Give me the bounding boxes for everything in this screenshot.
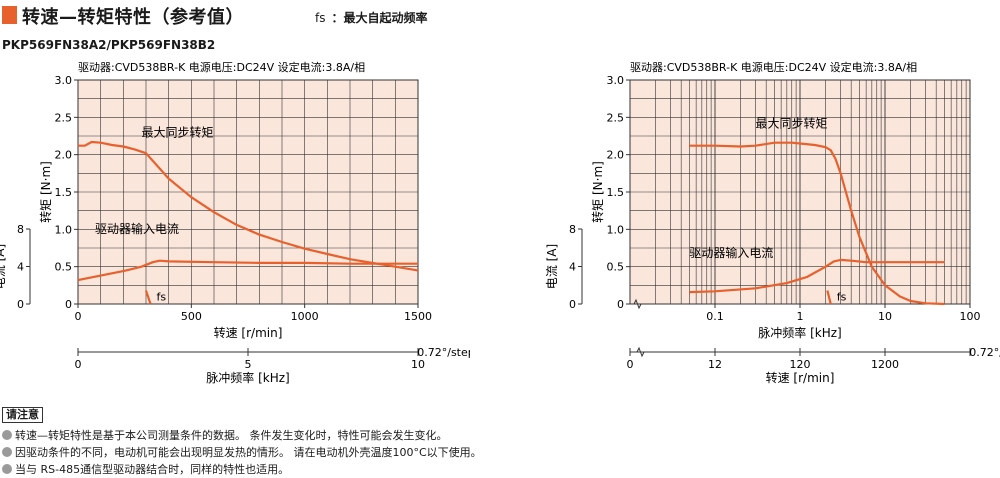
x-tick-label: 0.1 (706, 310, 724, 323)
note-item: 转速—转矩特性是基于本公司测量条件的数据。 条件发生变化时，特性可能会发生变化。 (2, 427, 448, 443)
bullet-icon (2, 464, 12, 474)
model-number: PKP569FN38A2/PKP569FN38B2 (2, 38, 216, 52)
axis-break-mark (633, 298, 642, 310)
secondary-axis-label: 转速 [r/min] (766, 370, 835, 385)
title-marker (2, 6, 17, 24)
fs-label: fs (157, 290, 167, 303)
y-tick-label: 1.0 (607, 223, 625, 236)
page-title: 转速—转矩特性（参考值） (22, 7, 244, 28)
secondary-tick-label: 0 (75, 358, 82, 371)
secondary-axis-label: 脉冲频率 [kHz] (206, 370, 289, 385)
y-tick-label: 1.5 (55, 186, 73, 199)
fs-label: fs (837, 290, 847, 303)
secondary-end-label: 0.72°/step (969, 346, 1000, 359)
y-axis-label: 转矩 [N·m] (590, 161, 605, 223)
y2-tick-label: 8 (17, 223, 24, 236)
y2-axis-label: 电流 [A] (545, 244, 559, 289)
y-tick-label: 2.5 (607, 111, 625, 124)
note-item: 因驱动条件的不同，电动机可能会出现明显发热的情形。 请在电动机外壳温度100°C… (2, 444, 482, 460)
secondary-tick-label: 0 (627, 358, 634, 371)
series-label: 驱动器输入电流 (95, 221, 179, 236)
fs-legend: fs ：最大自起动频率 (315, 9, 428, 26)
x-tick-label: 500 (181, 310, 202, 323)
y2-axis-label: 电流 [A] (0, 244, 7, 289)
y-tick-label: 0.5 (55, 261, 73, 274)
x-tick-label: 100 (960, 310, 981, 323)
y2-tick-label: 8 (569, 223, 576, 236)
note-text: 当与 RS-485通信型驱动器结合时，同样的特性也适用。 (15, 463, 290, 476)
y-tick-label: 0 (65, 298, 72, 311)
series-label: 最大同步转矩 (756, 116, 828, 131)
secondary-tick-label: 120 (790, 358, 811, 371)
x-tick-label: 0 (75, 310, 82, 323)
note-text: 转速—转矩特性是基于本公司测量条件的数据。 条件发生变化时，特性可能会发生变化。 (15, 429, 448, 442)
chart-log-frequency: 驱动器:CVD538BR-K 电源电压:DC24V 设定电流:3.8A/相 0 0.… (545, 60, 1000, 385)
x-tick-label: 1000 (291, 310, 319, 323)
y-tick-label: 2.0 (607, 149, 625, 162)
bullet-icon (2, 430, 12, 440)
series-max-sync-torque (78, 140, 419, 272)
fs-description: ：最大自起动频率 (331, 11, 428, 25)
secondary-end-label: 0.72°/step (417, 346, 470, 359)
fs-marker (144, 290, 152, 305)
chart-linear-speed: 驱动器:CVD538BR-K 电源电压:DC24V 设定电流:3.8A/相 0 0.… (0, 60, 470, 385)
x-axis-label: 转速 [r/min] (214, 325, 283, 340)
y-tick-label: 3.0 (607, 74, 625, 87)
y2-tick-label: 4 (17, 261, 24, 274)
series-label: 最大同步转矩 (141, 125, 213, 140)
fs-symbol: fs (315, 11, 326, 25)
y2-tick-label: 0 (569, 298, 576, 311)
y2-tick-label: 0 (17, 298, 24, 311)
notes-heading: 请注意 (2, 407, 43, 423)
y-tick-label: 2.0 (55, 149, 73, 162)
y-tick-label: 3.0 (55, 74, 73, 87)
secondary-tick-label: 12 (708, 358, 722, 371)
y-tick-label: 1.5 (607, 186, 625, 199)
note-text: 因驱动条件的不同，电动机可能会出现明显发热的情形。 请在电动机外壳温度100°C… (15, 446, 482, 459)
y-tick-label: 2.5 (55, 111, 73, 124)
series-max-sync-torque (689, 141, 945, 306)
secondary-tick-label: 5 (245, 358, 252, 371)
y-tick-label: 1.0 (55, 223, 73, 236)
series-driver-current (689, 258, 945, 294)
axis-break-mark (636, 346, 645, 358)
chart-conditions: 驱动器:CVD538BR-K 电源电压:DC24V 设定电流:3.8A/相 (78, 60, 365, 74)
x-tick-label: 10 (878, 310, 892, 323)
y-tick-label: 0.5 (607, 261, 625, 274)
x-tick-label: 1500 (404, 310, 432, 323)
x-axis-label: 脉冲频率 [kHz] (758, 325, 841, 340)
series-label: 驱动器输入电流 (689, 245, 773, 260)
series-driver-current (77, 259, 418, 282)
y-tick-label: 0 (617, 298, 624, 311)
secondary-tick-label: 1200 (871, 358, 899, 371)
secondary-tick-label: 10 (411, 358, 425, 371)
y2-tick-label: 4 (569, 261, 576, 274)
bullet-icon (2, 447, 12, 457)
chart-conditions: 驱动器:CVD538BR-K 电源电压:DC24V 设定电流:3.8A/相 (630, 60, 917, 74)
y-axis-label: 转矩 [N·m] (38, 161, 53, 223)
fs-marker (826, 290, 832, 305)
x-tick-label: 1 (797, 310, 804, 323)
note-item: 当与 RS-485通信型驱动器结合时，同样的特性也适用。 (2, 461, 289, 477)
